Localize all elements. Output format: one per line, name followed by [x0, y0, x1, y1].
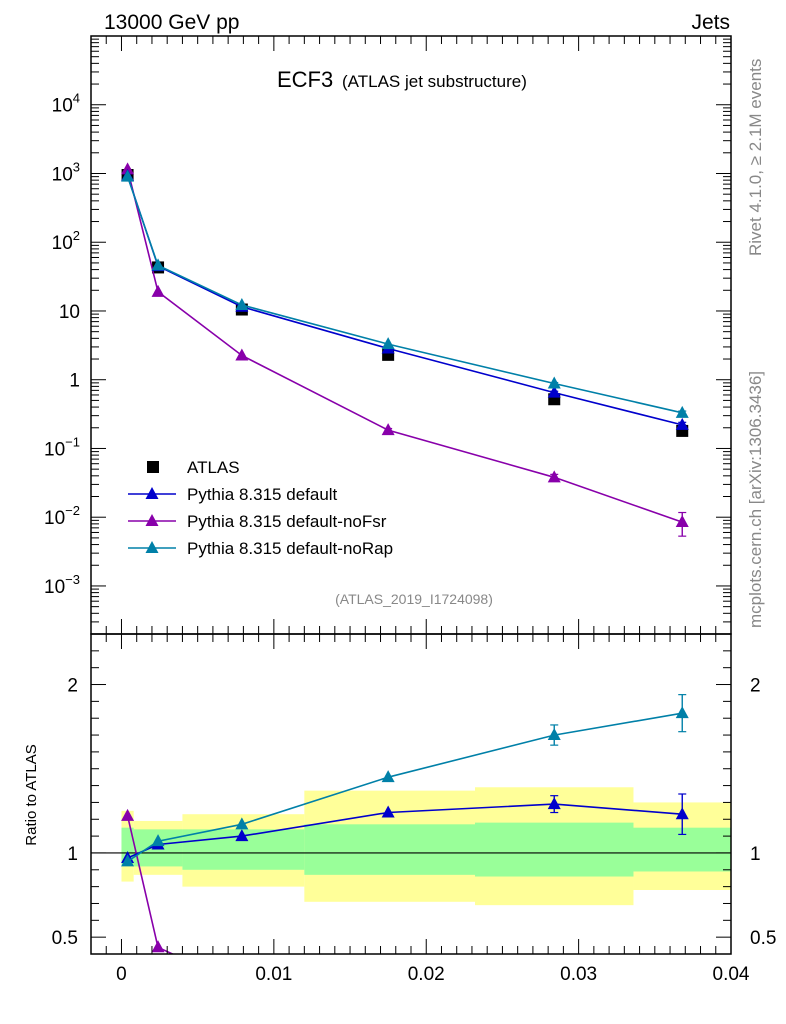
main-series-noFsr: [121, 162, 689, 537]
main-point-noRap: [235, 298, 249, 311]
ratio-uncertainty-bands: [121, 787, 731, 906]
tick-labels: 10−3 10−2 10−1 1 10 102 103 104 0.5 0.5 1 1 2 2 0 0.01 0…: [44, 91, 776, 985]
y-tick-label: 10−2: [44, 503, 80, 529]
main-point-noFsr: [235, 348, 249, 361]
ratio-y-tick-label: 1: [67, 844, 78, 865]
ratio-point-default: [675, 807, 689, 820]
main-point-default: [675, 417, 689, 430]
ratio-series-noRap: [121, 694, 689, 867]
legend-label: Pythia 8.315 default-noFsr: [187, 512, 387, 531]
main-line-noRap: [126, 176, 683, 414]
header-right: Jets: [691, 11, 730, 34]
ratio-point-noRap: [675, 706, 689, 719]
ratio-y-tick-label-right: 2: [750, 676, 761, 697]
header-left: 13000 GeV pp: [104, 11, 239, 34]
ratio-y-axis-label: Ratio to ATLAS: [23, 744, 40, 845]
axis-ticks: [90, 36, 732, 955]
ratio-y-tick-label: 0.5: [52, 928, 78, 949]
ratio-point-default: [235, 829, 249, 842]
legend: ATLAS Pythia 8.315 default Pythia 8.315 de…: [128, 458, 393, 558]
main-point-noFsr: [151, 284, 165, 297]
ratio-y-tick-label-right: 0.5: [750, 928, 776, 949]
ratio-band-inner: [121, 827, 134, 865]
legend-label: Pythia 8.315 default-noRap: [187, 539, 393, 558]
main-point-noRap: [675, 405, 689, 418]
side-text-upper: Rivet 4.1.0, ≥ 2.1M events: [746, 59, 765, 256]
y-tick-label: 104: [52, 91, 80, 117]
ratio-point-default: [547, 797, 561, 810]
ratio-y-tick-label: 2: [67, 676, 78, 697]
main-series-default: [121, 168, 689, 430]
legend-marker: [145, 487, 159, 499]
y-tick-label: 10−3: [44, 572, 80, 598]
main-point-noRap: [547, 376, 561, 389]
main-line-noFsr: [126, 169, 683, 523]
ratio-point-noRap: [381, 770, 395, 783]
ratio-series-noFsr: [121, 808, 175, 954]
y-tick-label: 102: [52, 228, 80, 254]
ratio-point-noRap: [121, 854, 135, 867]
chart-subtitle: (ATLAS jet substructure): [342, 72, 527, 91]
side-text-lower: mcplots.cern.ch [arXiv:1306.3436]: [746, 371, 765, 628]
legend-label: Pythia 8.315 default: [187, 485, 338, 504]
x-tick-label: 0: [116, 964, 127, 985]
ratio-point-noFsr: [151, 940, 165, 953]
main-series-noRap: [121, 169, 689, 418]
y-tick-label: 1: [69, 371, 80, 392]
ratio-line-noFsr: [126, 815, 175, 954]
ratio-line-default: [127, 803, 683, 859]
y-tick-label: 103: [52, 159, 80, 185]
legend-marker-atlas: [147, 461, 159, 473]
main-point-noFsr: [547, 470, 561, 483]
x-tick-label: 0.01: [255, 964, 292, 985]
main-point-noRap: [151, 258, 165, 271]
legend-marker: [145, 541, 159, 553]
x-tick-label: 0.03: [560, 964, 597, 985]
ratio-point-noRap: [151, 834, 165, 847]
ratio-y-tick-label-right: 1: [750, 844, 761, 865]
x-tick-label: 0.04: [713, 964, 750, 985]
main-point-noFsr: [675, 515, 689, 528]
ratio-band-inner: [475, 822, 634, 877]
main-point-noFsr: [121, 162, 135, 175]
chart-title: ECF3: [277, 67, 333, 92]
main-point-noFsr: [381, 423, 395, 436]
analysis-reference: (ATLAS_2019_I1724098): [335, 591, 493, 607]
ratio-band-inner: [304, 824, 475, 875]
main-line-default: [126, 175, 683, 426]
main-point-noRap: [381, 337, 395, 350]
legend-marker: [145, 514, 159, 526]
main-point-default: [547, 385, 561, 398]
main-point-noRap: [121, 169, 135, 182]
ratio-point-noRap: [235, 817, 249, 830]
legend-label: ATLAS: [187, 458, 240, 477]
series-layer: [121, 162, 689, 954]
ratio-point-noFsr: [121, 808, 135, 821]
y-tick-label: 10: [59, 302, 80, 323]
x-tick-label: 0.02: [408, 964, 445, 985]
ratio-point-noRap: [547, 728, 561, 741]
y-tick-label: 10−1: [44, 434, 80, 460]
ratio-point-default: [381, 805, 395, 818]
